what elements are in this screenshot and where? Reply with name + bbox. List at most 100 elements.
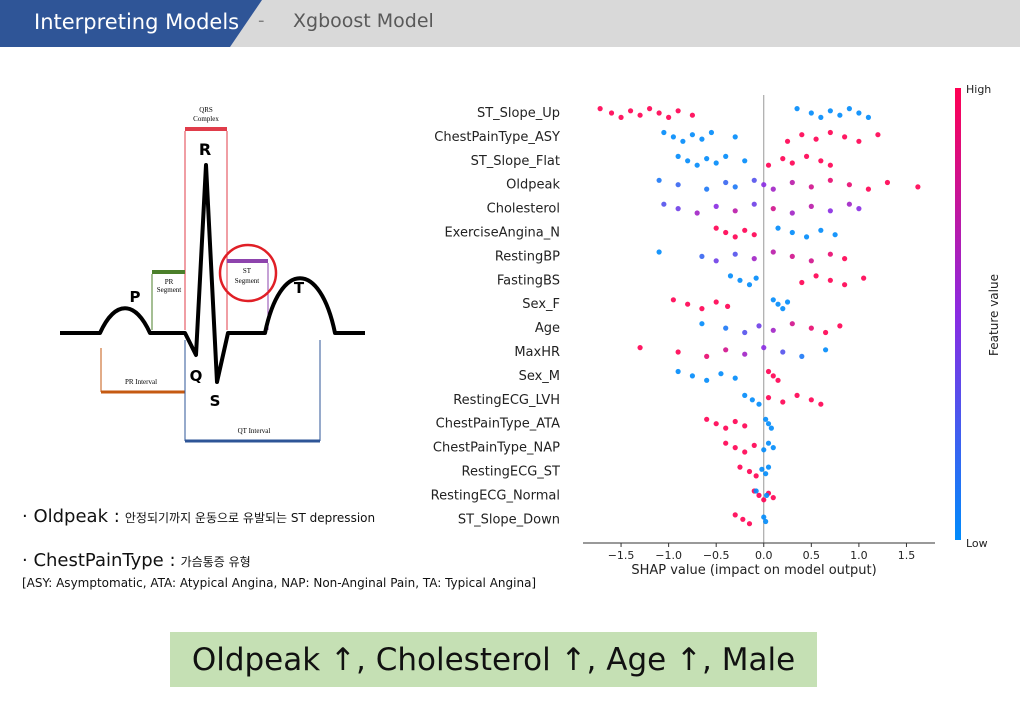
separator: -	[258, 10, 265, 31]
pr-interval-label: PR Interval	[125, 378, 157, 386]
point	[915, 184, 921, 190]
point	[713, 160, 719, 166]
point	[799, 353, 805, 359]
x-tick-label: 0.5	[803, 549, 821, 562]
point	[761, 345, 767, 351]
point	[808, 184, 814, 190]
point	[689, 373, 696, 379]
point	[827, 208, 833, 214]
point	[856, 138, 862, 144]
point	[713, 299, 719, 305]
y-tick-label: Sex_F	[522, 297, 560, 312]
st-segment-label: Segment	[235, 277, 260, 285]
point	[789, 229, 795, 236]
point	[749, 397, 755, 403]
point	[646, 106, 653, 112]
point	[746, 468, 753, 475]
point	[818, 158, 824, 164]
point	[699, 253, 705, 259]
point	[723, 425, 729, 431]
point	[780, 156, 786, 162]
point	[737, 464, 743, 470]
point	[704, 377, 710, 383]
s-label: S	[210, 392, 221, 410]
point	[751, 232, 757, 238]
point	[670, 134, 676, 140]
point	[768, 425, 774, 431]
point	[699, 321, 705, 327]
point	[842, 282, 848, 288]
point	[751, 442, 757, 448]
point	[656, 249, 662, 255]
point	[861, 275, 867, 281]
y-tick-label: Cholesterol	[487, 202, 560, 217]
point	[799, 279, 805, 286]
subtitle: Xgboost Model	[293, 10, 434, 32]
point	[808, 397, 814, 403]
point	[775, 377, 781, 383]
note: · Oldpeak : 안정되기까지 운동으로 유발되는 ST depressi…	[22, 506, 375, 527]
conclusion: Oldpeak ↑, Cholesterol ↑, Age ↑, Male	[170, 632, 817, 687]
point	[704, 156, 710, 162]
note: · ChestPainType : 가슴통증 유형	[22, 550, 251, 571]
point	[661, 201, 667, 207]
y-tick-label: RestingBP	[495, 249, 560, 264]
x-tick-label: −1.0	[655, 549, 682, 562]
point	[685, 158, 691, 164]
point	[759, 466, 765, 472]
y-tick-label: ChestPainType_NAP	[433, 441, 560, 456]
point	[751, 177, 757, 183]
point	[818, 227, 824, 233]
point	[784, 138, 791, 144]
point	[818, 114, 824, 120]
point	[775, 301, 781, 307]
point	[856, 110, 862, 116]
point	[765, 162, 772, 168]
note-term: · Oldpeak :	[22, 506, 120, 527]
point	[675, 206, 681, 212]
point	[875, 132, 881, 138]
point	[689, 112, 696, 118]
point	[827, 108, 833, 114]
point	[813, 273, 819, 279]
x-tick-label: 1.0	[850, 549, 868, 562]
point	[765, 440, 772, 446]
point	[737, 277, 743, 283]
point	[627, 108, 634, 114]
point	[732, 445, 738, 451]
point	[756, 323, 762, 329]
point	[753, 275, 759, 281]
point	[799, 132, 805, 138]
point	[608, 110, 615, 116]
point	[803, 234, 810, 240]
point	[765, 368, 772, 375]
point	[732, 418, 738, 425]
point	[732, 512, 738, 518]
point	[704, 186, 710, 192]
point	[727, 273, 734, 279]
point	[753, 473, 759, 479]
y-tick-label: Oldpeak	[506, 178, 560, 193]
colorbar-label: Feature value	[987, 274, 1001, 356]
point	[713, 421, 719, 427]
point	[732, 184, 738, 190]
y-tick-label: ChestPainType_ATA	[436, 417, 560, 432]
point	[865, 186, 872, 192]
point	[680, 138, 686, 144]
point	[770, 249, 776, 255]
y-tick-label: ST_Slope_Up	[477, 106, 560, 121]
point	[789, 253, 795, 259]
point	[708, 129, 715, 136]
x-axis-label: SHAP value (impact on model output)	[631, 563, 876, 578]
point	[742, 423, 748, 429]
point	[822, 329, 829, 336]
x-tick-label: 1.5	[898, 549, 916, 562]
point	[770, 327, 776, 333]
point	[661, 129, 667, 136]
point	[675, 349, 681, 355]
point	[813, 136, 819, 142]
point	[723, 229, 729, 236]
qrs-label: Complex	[193, 115, 219, 123]
point	[789, 321, 795, 327]
point	[746, 521, 753, 527]
